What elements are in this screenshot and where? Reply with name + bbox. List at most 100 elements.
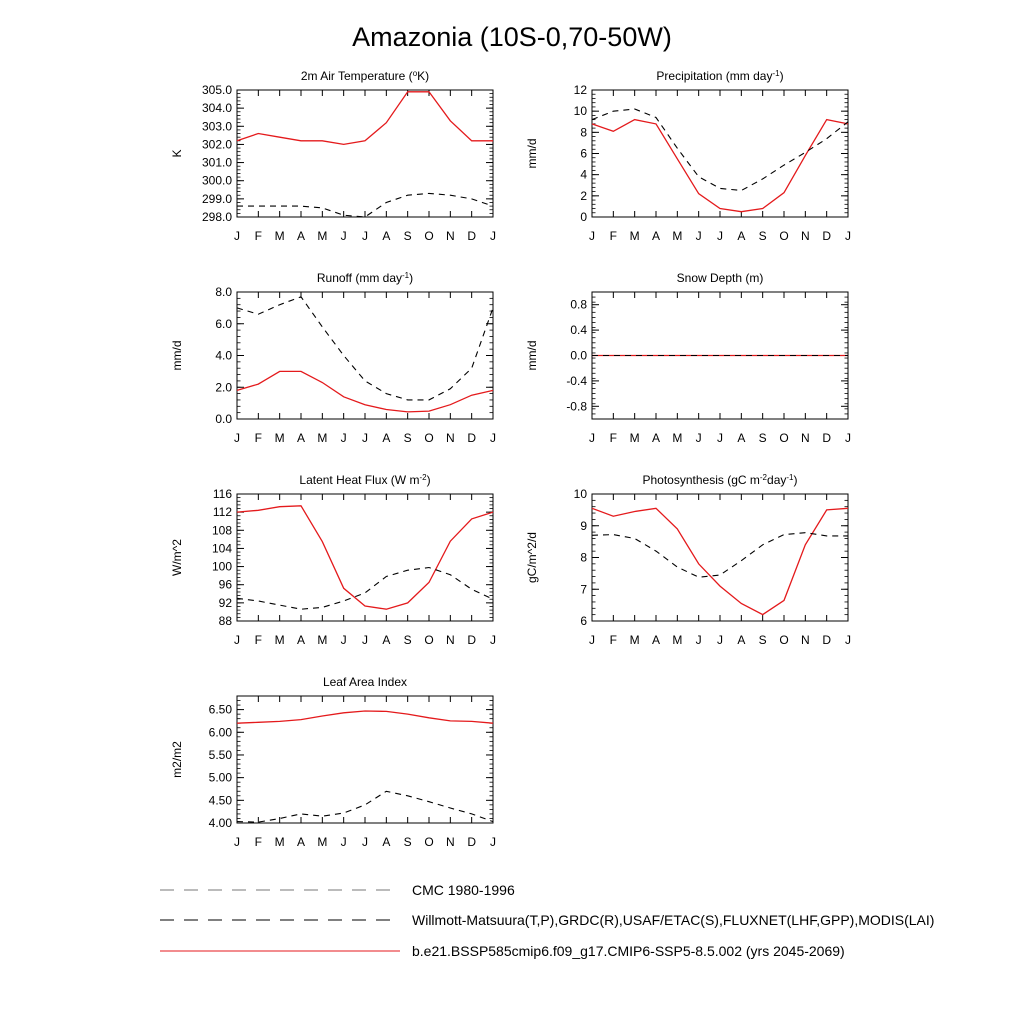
y-axis-label: m2/m2 — [170, 741, 184, 778]
x-tick-label: F — [255, 229, 262, 243]
y-tick-label: 108 — [212, 523, 232, 537]
y-tick-label: 4.00 — [209, 816, 233, 830]
x-tick-label: O — [424, 229, 433, 243]
y-tick-label: 4 — [580, 168, 587, 182]
y-tick-label: 8 — [580, 125, 587, 139]
x-tick-label: N — [801, 431, 810, 445]
x-tick-label: J — [341, 229, 347, 243]
x-tick-label: A — [297, 229, 305, 243]
plot-frame — [236, 695, 494, 824]
x-tick-label: A — [382, 229, 390, 243]
x-tick-label: M — [630, 633, 640, 647]
y-tick-label: 6.50 — [209, 703, 233, 717]
x-tick-label: S — [404, 229, 412, 243]
x-tick-label: O — [424, 431, 433, 445]
x-tick-label: D — [467, 633, 476, 647]
panel-4: Snow Depth (m)mm/dJ F M A M J J A S O N D J-0.8-0.40… — [525, 271, 851, 445]
y-tick-label: 112 — [213, 505, 232, 519]
panel-2: Precipitation (mm day-1)mm/dJ F M A M J J A S O N D… — [525, 69, 851, 243]
x-tick-label: N — [446, 229, 455, 243]
panel-title: Precipitation (mm day-1) — [656, 69, 783, 83]
x-tick-label: A — [652, 633, 660, 647]
series-obs — [236, 296, 494, 401]
x-tick-label: J — [696, 229, 702, 243]
x-tick-label: A — [737, 431, 745, 445]
x-tick-label: J — [589, 229, 595, 243]
x-tick-label: N — [801, 229, 810, 243]
x-tick-label: D — [822, 431, 831, 445]
x-tick-label: J — [717, 633, 723, 647]
x-tick-label: J — [717, 431, 723, 445]
y-tick-label: 116 — [213, 487, 232, 501]
y-axis-label: K — [170, 149, 184, 157]
x-tick-label: F — [610, 633, 617, 647]
series-obs — [236, 566, 494, 610]
y-tick-label: -0.8 — [566, 399, 587, 413]
x-tick-label: M — [672, 633, 682, 647]
x-tick-label: O — [779, 431, 788, 445]
x-tick-label: D — [822, 633, 831, 647]
x-tick-label: M — [317, 229, 327, 243]
x-tick-label: S — [404, 431, 412, 445]
y-tick-label: 304.0 — [202, 101, 232, 115]
panel-1: 2m Air Temperature (oK)KJ F M A M J J A S O N D J298… — [170, 69, 496, 243]
x-tick-label: A — [737, 229, 745, 243]
x-tick-label: S — [404, 835, 412, 849]
y-tick-label: 8.0 — [215, 285, 232, 299]
x-tick-label: J — [490, 835, 496, 849]
x-tick-label: D — [467, 835, 476, 849]
x-tick-label: M — [317, 431, 327, 445]
y-tick-label: 301.0 — [202, 156, 232, 170]
y-tick-label: 10 — [574, 104, 588, 118]
y-tick-label: 100 — [212, 560, 232, 574]
x-tick-label: A — [297, 431, 305, 445]
panels: 2m Air Temperature (oK)KJ F M A M J J A S O N D J298… — [170, 69, 851, 849]
x-tick-label: J — [717, 229, 723, 243]
x-tick-label: N — [446, 431, 455, 445]
x-tick-label: J — [234, 633, 240, 647]
y-tick-label: 6.0 — [215, 317, 232, 331]
y-axis-label: gC/m^2/d — [525, 532, 539, 583]
x-tick-label: M — [275, 431, 285, 445]
x-tick-label: D — [467, 431, 476, 445]
y-tick-label: 2 — [580, 189, 587, 203]
y-tick-label: 298.0 — [202, 210, 232, 224]
x-tick-label: J — [234, 431, 240, 445]
legend: CMC 1980-1996 Willmott-Matsuura(T,P),GRDC… — [160, 882, 934, 959]
x-tick-label: A — [382, 633, 390, 647]
y-tick-label: 0.0 — [215, 412, 232, 426]
y-tick-label: 5.00 — [209, 771, 233, 785]
x-tick-label: J — [490, 229, 496, 243]
x-tick-label: F — [255, 633, 262, 647]
legend-label: b.e21.BSSP585cmip6.f09_g17.CMIP6-SSP5-8.… — [412, 943, 845, 959]
x-tick-label: J — [234, 229, 240, 243]
x-tick-label: O — [779, 633, 788, 647]
x-tick-label: J — [234, 835, 240, 849]
x-tick-label: F — [610, 229, 617, 243]
x-tick-label: J — [589, 431, 595, 445]
y-tick-label: 10 — [574, 487, 588, 501]
y-tick-label: 6 — [580, 147, 587, 161]
x-tick-label: A — [652, 431, 660, 445]
x-tick-label: A — [652, 229, 660, 243]
series-obs — [237, 192, 494, 218]
panel-3: Runoff (mm day-1)mm/dJ F M A M J J A S O N D J0.02.0… — [170, 271, 496, 445]
y-axis-label: mm/d — [525, 139, 539, 169]
y-tick-label: 0 — [580, 210, 587, 224]
x-tick-label: M — [275, 835, 285, 849]
x-tick-label: J — [490, 431, 496, 445]
panel-5: Latent Heat Flux (W m-2)W/m^2J F M A M J J A S O N… — [170, 473, 496, 647]
x-tick-label: J — [341, 633, 347, 647]
panel-title: Leaf Area Index — [323, 675, 407, 689]
y-tick-label: 8 — [580, 551, 587, 565]
series-model — [591, 118, 849, 213]
x-tick-label: J — [341, 835, 347, 849]
x-tick-label: A — [382, 835, 390, 849]
panel-title: Snow Depth (m) — [677, 271, 764, 285]
x-tick-label: O — [779, 229, 788, 243]
y-tick-label: 4.50 — [209, 793, 233, 807]
x-tick-label: N — [801, 633, 810, 647]
y-tick-label: 4.0 — [215, 349, 232, 363]
series-model — [236, 710, 494, 724]
